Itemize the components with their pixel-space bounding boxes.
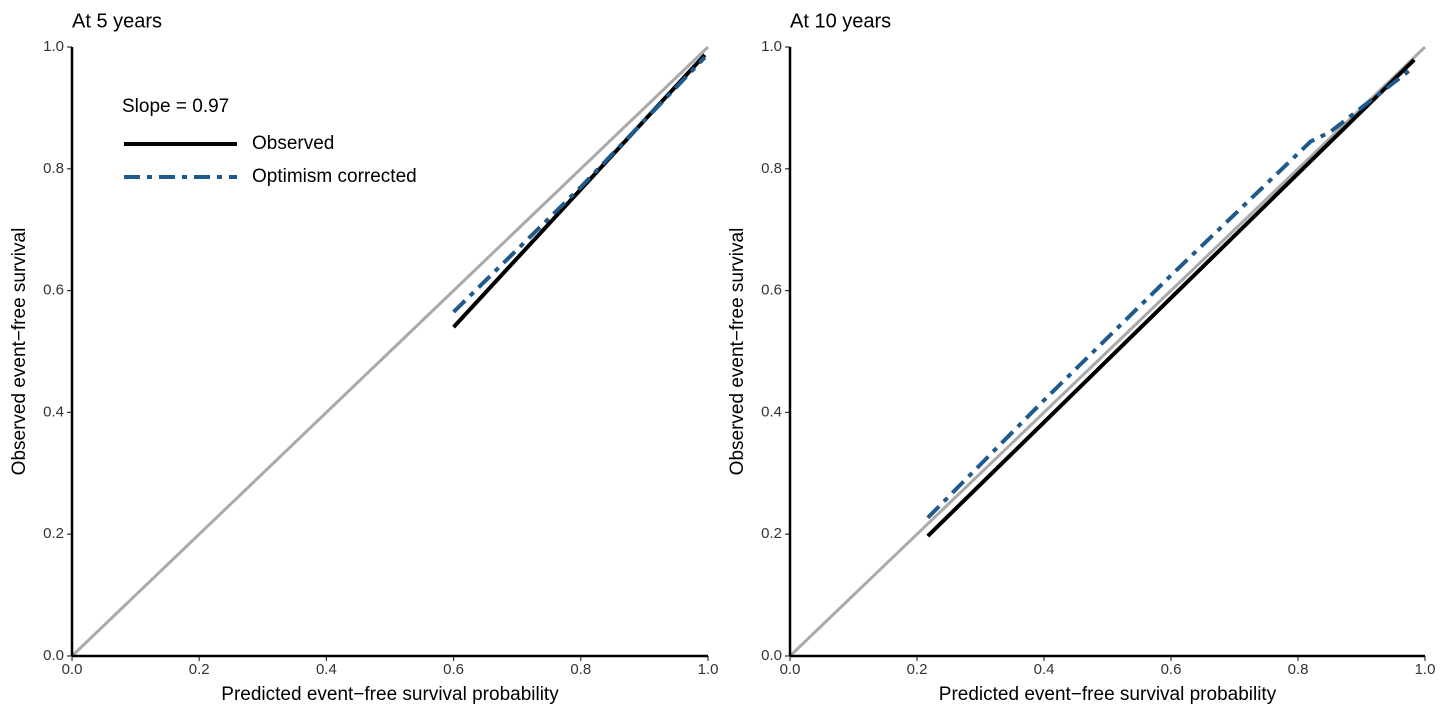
chart-title: At 5 years bbox=[72, 10, 162, 32]
series-line bbox=[926, 58, 1416, 538]
x-tick-label: 0.0 bbox=[62, 661, 83, 678]
y-axis-label: Observed event−free survival bbox=[727, 228, 748, 476]
series-line bbox=[926, 66, 1414, 520]
y-tick-label: 0.0 bbox=[43, 647, 64, 664]
series-line bbox=[452, 53, 707, 329]
y-tick-label: 0.8 bbox=[43, 160, 64, 177]
y-tick-label: 0.8 bbox=[761, 160, 782, 177]
y-tick-label: 1.0 bbox=[43, 38, 64, 55]
x-tick-label: 0.6 bbox=[443, 661, 464, 678]
x-tick-label: 0.4 bbox=[316, 661, 337, 678]
x-tick-label: 0.8 bbox=[570, 661, 591, 678]
x-tick-label: 0.2 bbox=[907, 661, 928, 678]
y-tick-label: 0.6 bbox=[43, 282, 64, 299]
legend-label: Observed bbox=[252, 133, 334, 154]
y-tick-label: 0.4 bbox=[761, 403, 782, 420]
y-tick-label: 0.2 bbox=[761, 525, 782, 542]
y-tick-label: 1.0 bbox=[761, 38, 782, 55]
x-tick-label: 0.4 bbox=[1034, 661, 1055, 678]
x-tick-label: 1.0 bbox=[1415, 661, 1436, 678]
annotation: Slope = 0.97 bbox=[122, 96, 229, 117]
y-tick-label: 0.2 bbox=[43, 525, 64, 542]
chart-title: At 10 years bbox=[790, 10, 891, 32]
y-axis-label: Observed event−free survival bbox=[9, 228, 30, 476]
x-axis-label: Predicted event−free survival probabilit… bbox=[939, 684, 1277, 705]
x-tick-label: 0.0 bbox=[780, 661, 801, 678]
legend-label: Optimism corrected bbox=[252, 166, 417, 187]
x-tick-label: 0.8 bbox=[1288, 661, 1309, 678]
y-tick-label: 0.4 bbox=[43, 403, 64, 420]
series-line bbox=[452, 55, 707, 314]
x-tick-label: 0.2 bbox=[189, 661, 210, 678]
y-tick-label: 0.6 bbox=[761, 282, 782, 299]
x-axis-label: Predicted event−free survival probabilit… bbox=[221, 684, 559, 705]
reference-line bbox=[70, 45, 710, 658]
y-tick-label: 0.0 bbox=[761, 647, 782, 664]
x-tick-label: 1.0 bbox=[698, 661, 719, 678]
x-tick-label: 0.6 bbox=[1161, 661, 1182, 678]
reference-line bbox=[788, 45, 1427, 658]
